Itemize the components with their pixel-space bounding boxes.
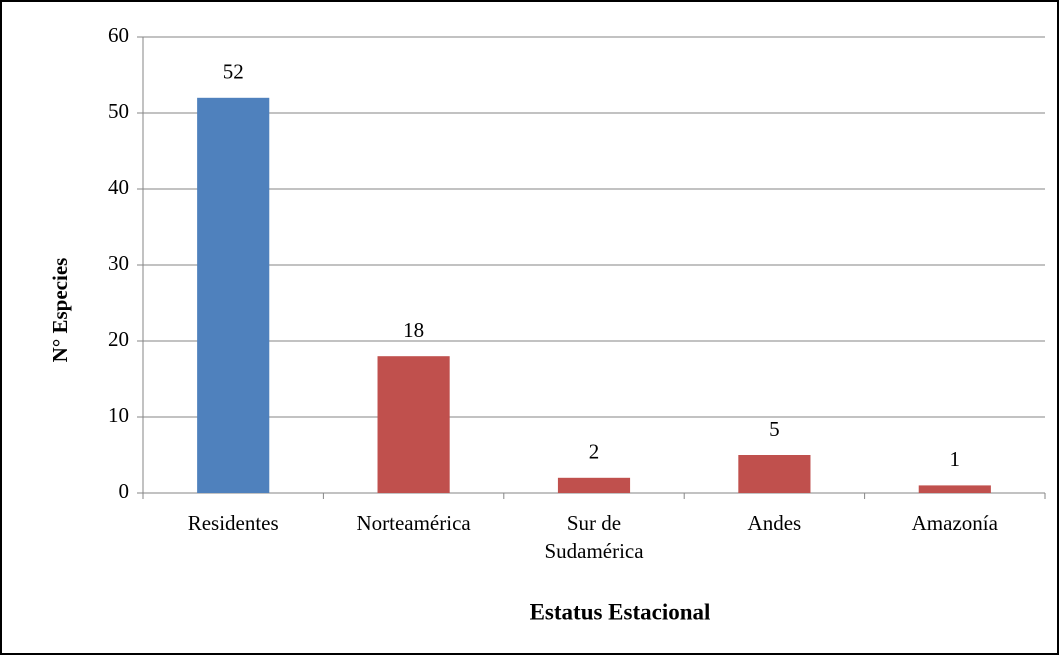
- y-tick-label: 60: [108, 23, 129, 47]
- y-tick-label: 30: [108, 251, 129, 275]
- y-tick-label: 50: [108, 99, 129, 123]
- y-tick-label: 0: [119, 479, 130, 503]
- x-tick-label: Amazonía: [911, 511, 998, 535]
- y-axis-title: N° Especies: [48, 258, 72, 363]
- data-label: 5: [769, 417, 780, 441]
- y-tick-label: 40: [108, 175, 129, 199]
- bar: [197, 97, 270, 494]
- data-label: 1: [950, 447, 961, 471]
- x-tick-label: Andes: [747, 511, 802, 535]
- y-tick-label: 10: [108, 403, 129, 427]
- bar: [918, 485, 991, 493]
- x-axis-title: Estatus Estacional: [530, 599, 711, 624]
- data-label: 2: [589, 440, 600, 464]
- x-tick-label: Sur de Sudamérica: [544, 511, 644, 563]
- y-tick-label: 20: [108, 327, 129, 351]
- data-label: 18: [403, 318, 424, 342]
- bar: [738, 455, 811, 493]
- x-tick-label: Norteamérica: [356, 511, 471, 535]
- bar: [377, 356, 450, 493]
- bar: [557, 477, 631, 493]
- data-label: 52: [223, 60, 244, 84]
- x-tick-label: Residentes: [187, 511, 279, 535]
